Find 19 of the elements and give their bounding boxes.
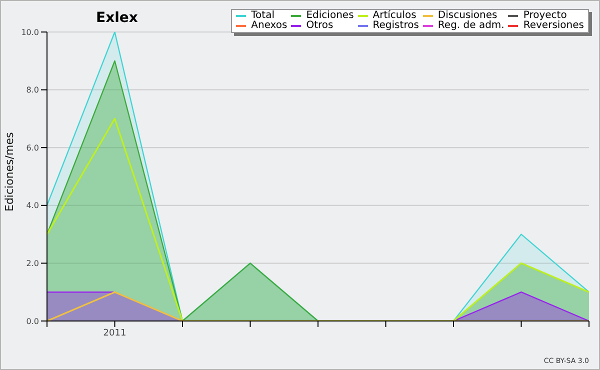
y-axis-title: Ediciones/mes — [2, 132, 16, 212]
legend-label: Discusiones — [438, 10, 498, 21]
legend-label: Reversiones — [523, 20, 584, 31]
legend-label: Otros — [306, 20, 334, 31]
x-tick-label: 2011 — [103, 328, 126, 338]
legend-label: Registros — [372, 20, 419, 31]
y-tick-label: 4.0 — [26, 201, 39, 210]
legend-label: Ediciones — [306, 10, 354, 21]
y-tick-label: 10.0 — [21, 28, 39, 37]
legend-label: Total — [251, 10, 274, 21]
y-tick-label: 8.0 — [26, 86, 39, 95]
chart-title: Exlex — [96, 10, 138, 26]
y-tick-label: 6.0 — [26, 143, 39, 152]
legend-label: Reg. de adm. — [438, 20, 504, 31]
y-tick-label: 2.0 — [26, 259, 39, 268]
legend-label: Proyecto — [523, 10, 567, 21]
y-tick-label: 0.0 — [26, 316, 39, 326]
legend-label: Anexos — [251, 20, 288, 31]
legend-label: Artículos — [372, 10, 416, 21]
